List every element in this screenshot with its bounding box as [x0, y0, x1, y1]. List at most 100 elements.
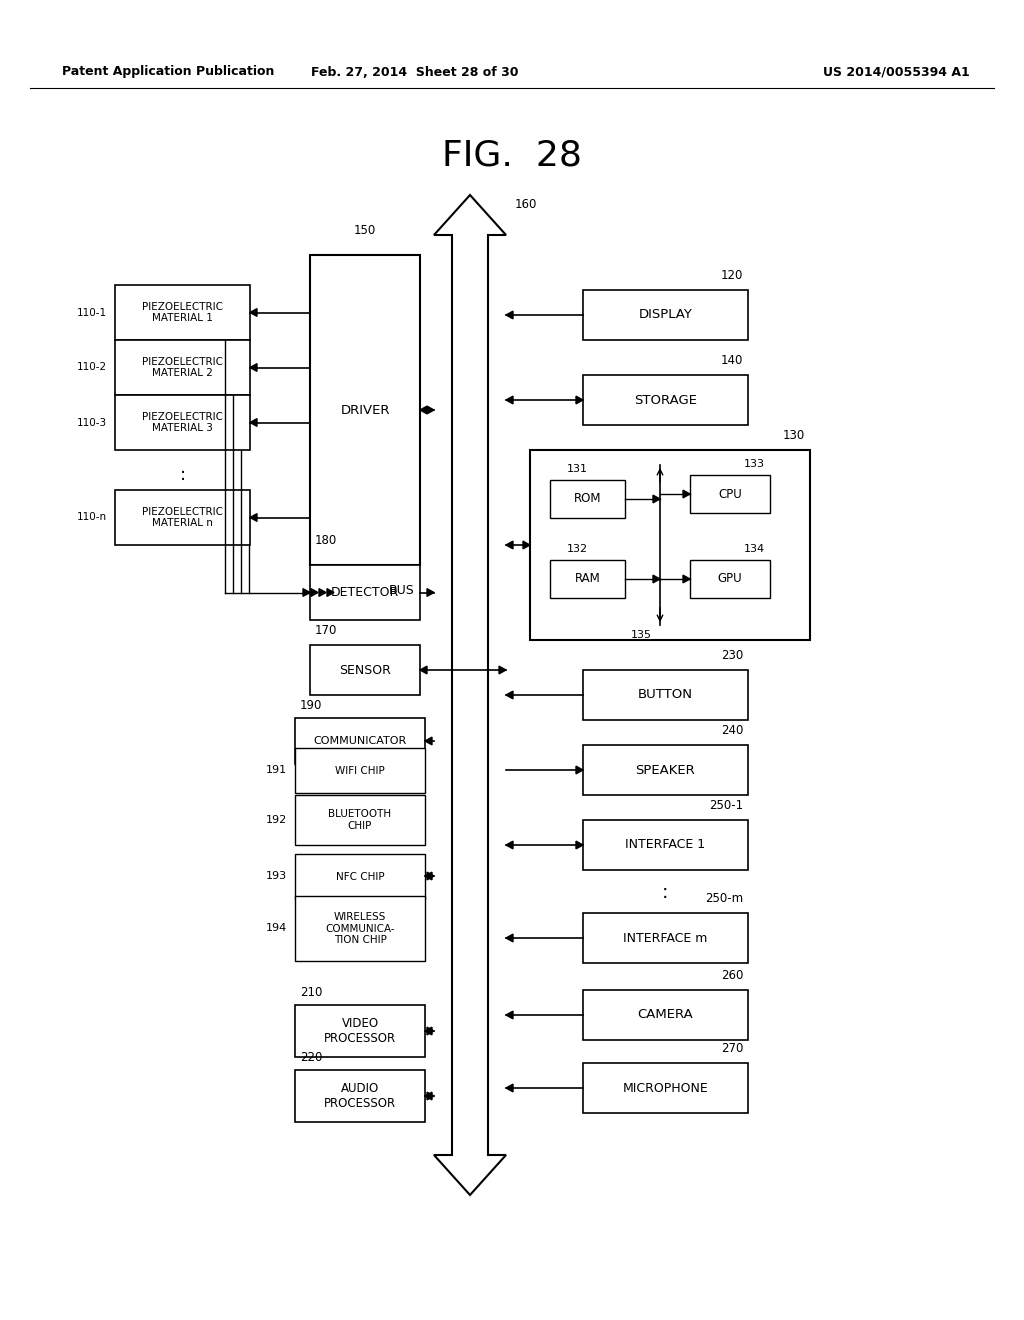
Polygon shape: [250, 418, 257, 426]
Text: 110-1: 110-1: [77, 308, 106, 318]
Text: 250-m: 250-m: [705, 892, 743, 906]
Text: Patent Application Publication: Patent Application Publication: [62, 66, 274, 78]
Bar: [690, 560, 770, 598]
Text: BLUETOOTH
CHIP: BLUETOOTH CHIP: [329, 809, 391, 830]
Polygon shape: [250, 513, 257, 521]
Text: STORAGE: STORAGE: [634, 393, 697, 407]
Text: 190: 190: [300, 700, 323, 711]
Text: ROM: ROM: [573, 492, 601, 506]
Text: BUS: BUS: [389, 583, 415, 597]
Bar: [115, 395, 250, 450]
Text: 135: 135: [631, 630, 652, 640]
Text: WIFI CHIP: WIFI CHIP: [335, 766, 385, 776]
Text: DRIVER: DRIVER: [340, 404, 390, 417]
Bar: [295, 854, 425, 899]
Text: PIEZOELECTRIC
MATERIAL n: PIEZOELECTRIC MATERIAL n: [142, 507, 223, 528]
Text: SENSOR: SENSOR: [339, 664, 391, 676]
Text: PIEZOELECTRIC
MATERIAL 3: PIEZOELECTRIC MATERIAL 3: [142, 412, 223, 433]
Text: 110-2: 110-2: [77, 363, 106, 372]
Text: 131: 131: [567, 465, 588, 474]
Text: 210: 210: [300, 986, 323, 999]
Polygon shape: [303, 589, 310, 597]
Polygon shape: [575, 766, 583, 774]
Text: MICROPHONE: MICROPHONE: [623, 1081, 709, 1094]
Text: PIEZOELECTRIC
MATERIAL 2: PIEZOELECTRIC MATERIAL 2: [142, 356, 223, 379]
Bar: [530, 450, 810, 640]
Text: DISPLAY: DISPLAY: [639, 309, 692, 322]
Polygon shape: [427, 1092, 434, 1100]
Bar: [583, 1063, 748, 1113]
Text: 160: 160: [515, 198, 538, 211]
Text: :: :: [663, 883, 669, 903]
Polygon shape: [420, 667, 427, 673]
Bar: [295, 748, 425, 793]
Polygon shape: [427, 589, 434, 597]
Text: INTERFACE 1: INTERFACE 1: [626, 838, 706, 851]
Bar: [550, 560, 625, 598]
Text: DETECTOR: DETECTOR: [331, 586, 399, 599]
Text: 120: 120: [721, 269, 743, 282]
Text: SPEAKER: SPEAKER: [636, 763, 695, 776]
Text: 180: 180: [315, 535, 337, 546]
Bar: [583, 913, 748, 964]
Text: 250-1: 250-1: [709, 799, 743, 812]
Polygon shape: [653, 495, 660, 503]
Text: WIRELESS
COMMUNICA-
TION CHIP: WIRELESS COMMUNICA- TION CHIP: [326, 912, 395, 945]
Text: 133: 133: [744, 459, 765, 469]
Polygon shape: [311, 589, 318, 597]
Text: 110-n: 110-n: [77, 512, 106, 523]
Text: FIG.  28: FIG. 28: [442, 139, 582, 172]
Bar: [295, 795, 425, 845]
Text: 134: 134: [743, 544, 765, 554]
Bar: [295, 718, 425, 764]
Polygon shape: [250, 309, 257, 317]
Text: 220: 220: [300, 1051, 323, 1064]
Text: 140: 140: [721, 354, 743, 367]
Polygon shape: [427, 1027, 434, 1035]
Bar: [295, 1071, 425, 1122]
Text: 194: 194: [266, 923, 287, 933]
Text: 110-3: 110-3: [77, 417, 106, 428]
Text: 170: 170: [315, 624, 337, 638]
Text: NFC CHIP: NFC CHIP: [336, 871, 384, 882]
Text: GPU: GPU: [718, 573, 742, 586]
Polygon shape: [434, 195, 506, 1195]
Text: US 2014/0055394 A1: US 2014/0055394 A1: [823, 66, 970, 78]
Text: 230: 230: [721, 649, 743, 663]
Polygon shape: [250, 363, 257, 371]
Text: BUTTON: BUTTON: [638, 689, 693, 701]
Bar: [115, 341, 250, 395]
Polygon shape: [506, 541, 513, 549]
Polygon shape: [425, 873, 432, 880]
Bar: [115, 490, 250, 545]
Polygon shape: [506, 312, 513, 319]
Text: CAMERA: CAMERA: [638, 1008, 693, 1022]
Polygon shape: [506, 692, 513, 698]
Polygon shape: [683, 576, 690, 583]
Text: 150: 150: [354, 224, 376, 238]
Bar: [583, 820, 748, 870]
Text: COMMUNICATOR: COMMUNICATOR: [313, 737, 407, 746]
Polygon shape: [327, 589, 334, 597]
Polygon shape: [575, 396, 583, 404]
Bar: [550, 480, 625, 517]
Bar: [295, 896, 425, 961]
Text: AUDIO
PROCESSOR: AUDIO PROCESSOR: [324, 1082, 396, 1110]
Bar: [310, 255, 420, 565]
Polygon shape: [683, 490, 690, 498]
Polygon shape: [427, 407, 434, 414]
Polygon shape: [506, 1011, 513, 1019]
Text: RAM: RAM: [574, 573, 600, 586]
Text: INTERFACE m: INTERFACE m: [624, 932, 708, 945]
Bar: [310, 645, 420, 696]
Polygon shape: [653, 576, 660, 583]
Bar: [583, 744, 748, 795]
Polygon shape: [506, 1084, 513, 1092]
Text: 130: 130: [782, 429, 805, 442]
Bar: [690, 475, 770, 513]
Text: PIEZOELECTRIC
MATERIAL 1: PIEZOELECTRIC MATERIAL 1: [142, 302, 223, 323]
Polygon shape: [425, 1092, 432, 1100]
Text: :: :: [179, 466, 185, 484]
Text: Feb. 27, 2014  Sheet 28 of 30: Feb. 27, 2014 Sheet 28 of 30: [311, 66, 519, 78]
Polygon shape: [506, 841, 513, 849]
